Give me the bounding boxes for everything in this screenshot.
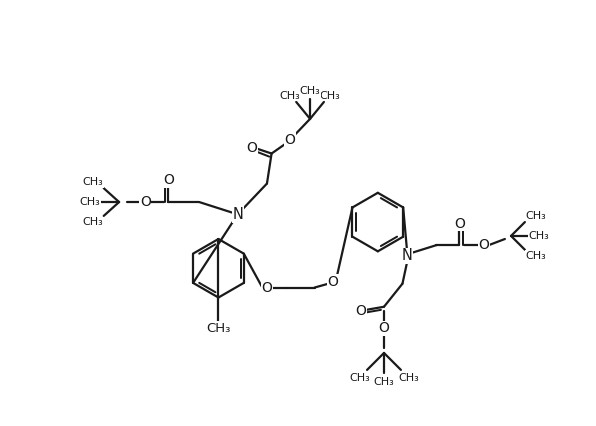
Text: O: O — [355, 305, 367, 318]
Text: O: O — [328, 275, 339, 289]
Text: O: O — [140, 195, 151, 209]
Text: O: O — [262, 280, 272, 294]
Text: CH₃: CH₃ — [79, 197, 100, 207]
Text: N: N — [402, 248, 412, 263]
Text: O: O — [285, 132, 296, 147]
Text: N: N — [232, 207, 243, 222]
Text: CH₃: CH₃ — [319, 91, 340, 101]
Text: O: O — [479, 238, 489, 252]
Text: O: O — [378, 321, 389, 335]
Text: CH₃: CH₃ — [280, 91, 300, 101]
Text: CH₃: CH₃ — [374, 377, 395, 387]
Text: CH₃: CH₃ — [206, 322, 231, 335]
Text: CH₃: CH₃ — [83, 217, 103, 227]
Text: CH₃: CH₃ — [349, 373, 370, 383]
Text: CH₃: CH₃ — [525, 251, 546, 261]
Text: O: O — [454, 216, 465, 230]
Text: CH₃: CH₃ — [529, 231, 549, 241]
Text: O: O — [163, 173, 174, 187]
Text: CH₃: CH₃ — [83, 177, 103, 187]
Text: CH₃: CH₃ — [525, 211, 546, 221]
Text: CH₃: CH₃ — [398, 373, 419, 383]
Text: O: O — [246, 141, 257, 155]
Text: CH₃: CH₃ — [300, 86, 321, 96]
